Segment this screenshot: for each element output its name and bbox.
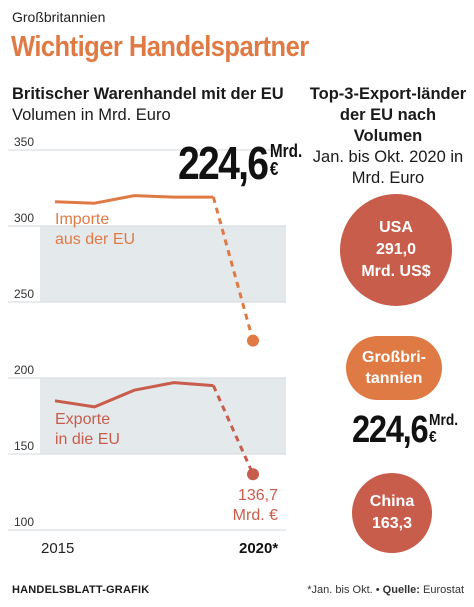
gb-value: 224,6 Mrd. € <box>352 409 459 451</box>
chart-title-normal: Volumen in Mrd. Euro <box>12 106 171 124</box>
import-2020-value: 224,6 Mrd. € <box>178 137 303 189</box>
footer-source-value: Eurostat <box>423 584 464 596</box>
exports-forecast-line <box>212 384 255 475</box>
gb-name-line1: Großbri- <box>362 349 426 366</box>
imports-label-line1: Importe <box>55 211 110 228</box>
chart-title: Britischer Warenhandel mit der EU Volume… <box>12 84 302 126</box>
china-value: 163,3 <box>371 515 413 532</box>
import-2020-number: 224,6 <box>178 137 269 189</box>
y-tick-label: 300 <box>14 211 34 225</box>
export-2020-value: 136,7 <box>237 487 278 504</box>
exports-2020-point <box>247 468 259 481</box>
usa-unit: Mrd. US$ <box>361 263 431 280</box>
y-tick-label: 100 <box>14 515 34 529</box>
imports-2020-point <box>247 334 259 347</box>
footer-note-text: *Jan. bis Okt. • <box>307 584 380 596</box>
footer-source-label: HANDELSBLATT-GRAFIK <box>12 584 150 596</box>
usa-value: 291,0 <box>375 241 417 258</box>
top3-title-normal: Jan. bis Okt. 2020 in Mrd. Euro <box>312 148 464 187</box>
y-tick-label: 250 <box>14 287 34 301</box>
headline: Wichtiger Handelspartner <box>11 31 309 63</box>
chart-title-bold: Britischer Warenhandel mit der EU <box>12 85 284 103</box>
exports-line <box>54 381 214 409</box>
exports-label-line1: Exporte <box>55 411 111 428</box>
gb-value-number: 224,6 <box>352 409 429 451</box>
import-2020-unit: Mrd. € <box>269 141 303 179</box>
footer-source-key: Quelle: <box>382 584 420 596</box>
exports-series-label: Exporte in die EU <box>55 410 120 450</box>
gb-value-unit: Mrd. € <box>429 412 459 446</box>
export-2020-label: 136,7 Mrd. € <box>228 486 278 526</box>
imports-forecast-line <box>211 196 255 342</box>
y-tick-label: 350 <box>14 135 34 149</box>
exports-label-line2: in die EU <box>55 431 120 448</box>
china-bubble: China 163,3 <box>352 473 432 553</box>
china-name: China <box>369 493 415 510</box>
grid-band <box>40 378 286 454</box>
top3-title: Top-3-Export-länder der EU nach Volumen … <box>305 84 471 189</box>
usa-name: USA <box>379 219 413 236</box>
y-tick-label: 200 <box>14 363 34 377</box>
x-tick-label: 2015 <box>41 540 74 557</box>
top3-title-bold: Top-3-Export-länder der EU nach Volumen <box>309 85 467 145</box>
x-tick-label: 2020* <box>239 540 278 557</box>
y-tick-label: 150 <box>14 439 34 453</box>
kicker: Großbritannien <box>12 9 106 25</box>
grid-band <box>40 226 286 302</box>
usa-bubble: USA 291,0 Mrd. US$ <box>340 194 452 306</box>
imports-series-label: Importe aus der EU <box>55 210 135 250</box>
imports-line <box>54 194 214 205</box>
imports-label-line2: aus der EU <box>55 231 136 248</box>
gb-name-line2: tannien <box>365 370 423 387</box>
footer-note: *Jan. bis Okt. • Quelle: Eurostat <box>307 584 464 596</box>
export-2020-unit: Mrd. € <box>232 507 278 524</box>
gb-bubble: Großbri- tannien <box>346 336 442 400</box>
